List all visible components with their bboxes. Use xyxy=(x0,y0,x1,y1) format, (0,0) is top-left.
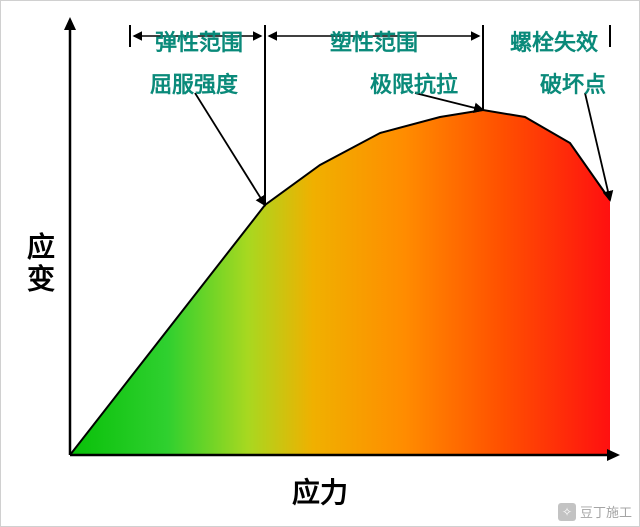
y-axis-label: 应变 xyxy=(18,232,58,296)
point-label: 破坏点 xyxy=(540,67,606,99)
region-label: 弹性范围 xyxy=(155,25,243,57)
wechat-icon: ✧ xyxy=(558,503,576,521)
watermark-text: 豆丁施工 xyxy=(580,502,632,521)
point-label: 屈服强度 xyxy=(150,67,238,99)
point-label: 极限抗拉 xyxy=(370,67,458,99)
chart-area: 弹性范围 塑性范围 螺栓失效屈服强度 极限抗拉 破坏点 xyxy=(70,25,610,455)
region-label: 塑性范围 xyxy=(330,25,418,57)
watermark: ✧ 豆丁施工 xyxy=(558,502,632,521)
x-axis-label: 应力 xyxy=(292,471,348,511)
region-label: 螺栓失效 xyxy=(510,25,598,57)
